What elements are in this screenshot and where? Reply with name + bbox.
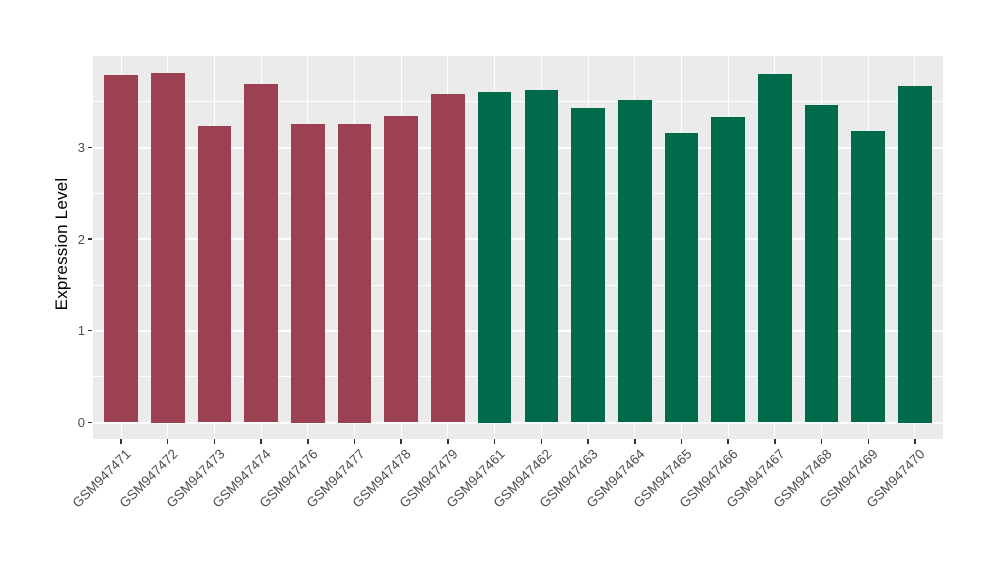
y-gridline-minor <box>93 101 943 103</box>
y-tick-label: 3 <box>77 140 85 156</box>
y-tick-label: 2 <box>77 231 85 247</box>
y-tick-mark <box>88 329 92 332</box>
y-tick-label: 1 <box>77 323 85 339</box>
bar <box>104 75 138 423</box>
bar <box>524 89 559 423</box>
y-gridline-minor <box>93 192 943 194</box>
x-tick-mark <box>634 439 636 444</box>
x-tick-mark <box>260 439 262 444</box>
bar <box>617 99 652 423</box>
x-tick-mark <box>400 439 402 444</box>
y-tick-label: 0 <box>77 415 85 430</box>
bar <box>431 94 465 423</box>
y-gridline-minor <box>93 284 943 286</box>
y-gridline-major <box>93 421 943 424</box>
bar <box>384 115 419 423</box>
x-tick-mark <box>914 439 916 444</box>
bar <box>851 131 886 423</box>
x-tick-mark <box>307 439 309 444</box>
y-tick-mark <box>88 238 92 240</box>
bar <box>664 132 699 423</box>
bar <box>477 91 512 423</box>
y-gridline-major <box>93 238 943 241</box>
y-gridline-minor <box>93 376 943 378</box>
y-gridline-major <box>93 146 943 149</box>
x-tick-mark <box>727 439 729 444</box>
x-tick-mark <box>353 439 356 444</box>
bar <box>244 84 278 423</box>
x-tick-mark <box>447 439 449 444</box>
x-tick-mark <box>493 439 496 444</box>
bar <box>291 123 325 423</box>
y-tick-mark <box>88 421 92 423</box>
bar <box>197 125 232 423</box>
bar <box>804 104 839 423</box>
x-tick-mark <box>120 439 122 444</box>
y-gridline-major <box>93 329 943 332</box>
plot-panel <box>93 56 943 439</box>
x-tick-mark <box>680 439 683 444</box>
bar <box>337 123 372 423</box>
x-tick-mark <box>166 439 169 444</box>
x-tick-mark <box>587 439 589 444</box>
x-tick-mark <box>867 439 870 444</box>
bar <box>150 73 185 423</box>
bar <box>711 117 745 423</box>
x-tick-mark <box>540 439 543 444</box>
bar <box>571 108 605 423</box>
bar <box>758 74 792 423</box>
y-tick-mark <box>88 146 92 149</box>
x-tick-mark <box>820 439 823 444</box>
bar <box>898 86 932 423</box>
x-tick-mark <box>213 439 216 444</box>
x-tick-mark <box>774 439 776 444</box>
